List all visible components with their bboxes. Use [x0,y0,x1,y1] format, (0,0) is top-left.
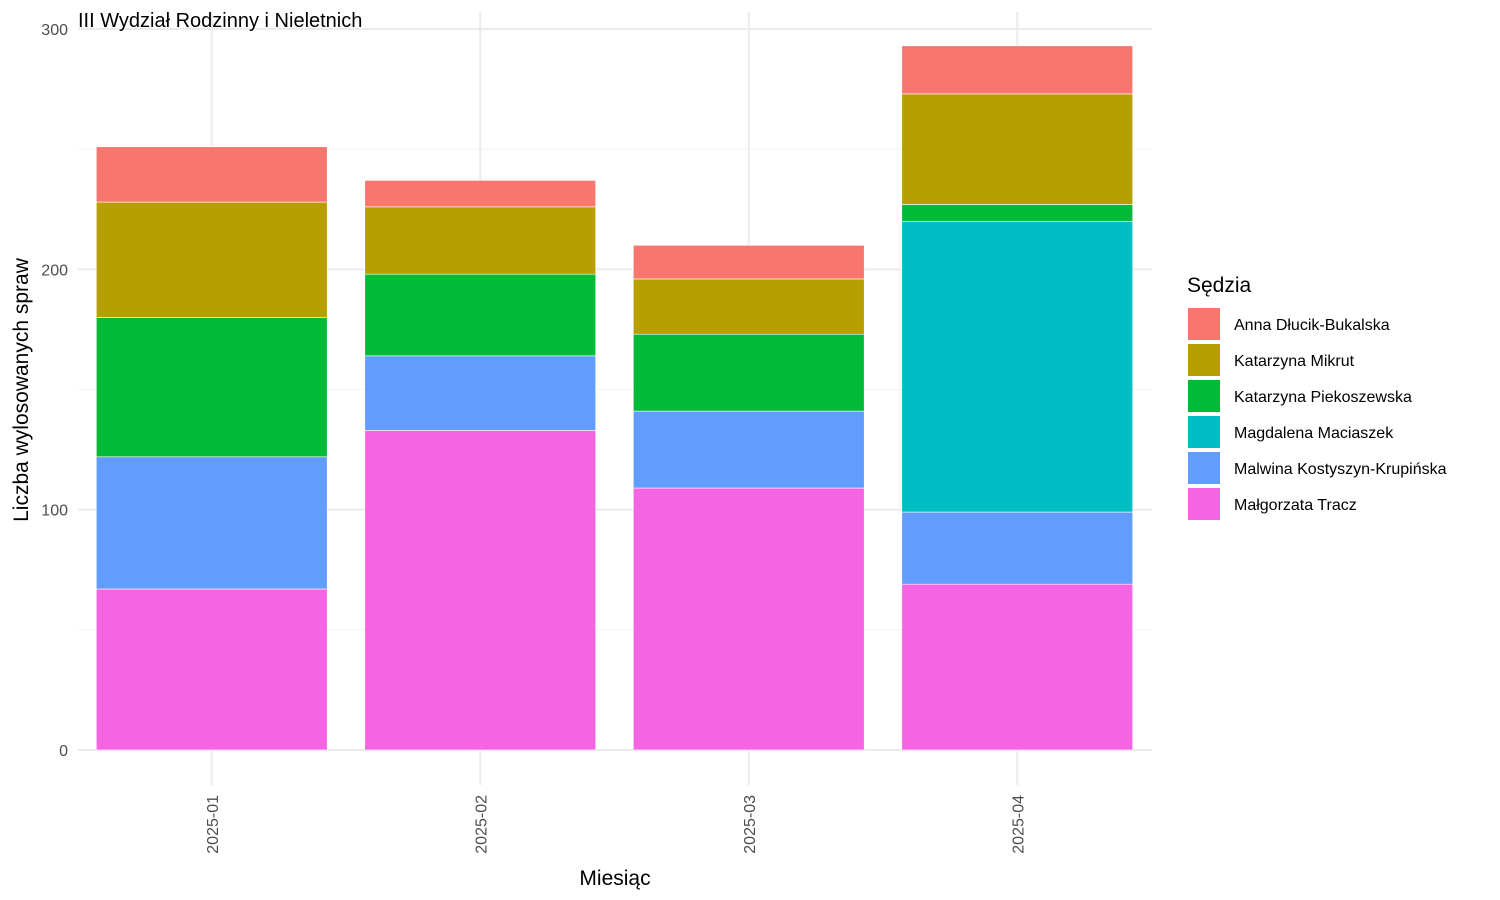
bar-segment [901,93,1134,205]
bar-segment [901,204,1134,222]
legend-label: Magdalena Maciaszek [1234,425,1394,442]
bar-segment [95,201,328,318]
bar-segment [364,180,597,208]
bar-segment [632,245,865,280]
bar-segment [901,511,1134,585]
legend: Sędzia Anna Dłucik-Bukalska Katarzyna Mik… [1187,274,1447,520]
bar-segment [95,317,328,458]
y-tick-label: 100 [41,503,68,520]
legend-swatch [1188,344,1220,376]
bar-segment [364,355,597,431]
x-tick-labels: 2025-01 2025-02 2025-03 2025-04 [205,795,1028,854]
legend-swatch [1188,308,1220,340]
bar-segment [632,410,865,489]
y-axis-title: Liczba wylosowanych spraw [10,257,33,522]
bar-segment [901,45,1134,95]
bar-segment [95,146,328,203]
x-axis-title: Miesiąc [579,867,650,890]
y-tick-labels: 0 100 200 300 [41,22,68,760]
bar-segment [95,456,328,590]
bars [95,45,1134,751]
x-tick-label: 2025-01 [205,795,222,854]
legend-swatch [1188,452,1220,484]
legend-title: Sędzia [1187,274,1252,297]
bar-segment [364,430,597,751]
bar-segment [364,273,597,357]
bar-segment [632,487,865,751]
legend-label: Malwina Kostyszyn-Krupińska [1234,461,1447,478]
x-tick-label: 2025-02 [473,795,490,854]
legend-label: Małgorzata Tracz [1234,497,1357,514]
legend-label: Katarzyna Mikrut [1234,353,1355,370]
bar-segment [901,220,1134,513]
x-tick-label: 2025-04 [1010,795,1027,854]
bar-segment [632,333,865,412]
legend-items: Anna Dłucik-Bukalska Katarzyna Mikrut Kata… [1188,308,1447,520]
bar-segment [364,206,597,275]
y-tick-label: 200 [41,262,68,279]
bar-segment [901,583,1134,751]
legend-swatch [1188,380,1220,412]
legend-label: Katarzyna Piekoszewska [1234,389,1412,406]
bar-segment [632,278,865,335]
legend-swatch [1188,488,1220,520]
legend-label: Anna Dłucik-Bukalska [1234,317,1390,334]
chart-title: III Wydział Rodzinny i Nieletnich [78,10,362,32]
bar-segment [95,588,328,751]
y-tick-label: 0 [59,743,68,760]
x-tick-label: 2025-03 [742,795,759,854]
legend-swatch [1188,416,1220,448]
y-tick-label: 300 [41,22,68,39]
